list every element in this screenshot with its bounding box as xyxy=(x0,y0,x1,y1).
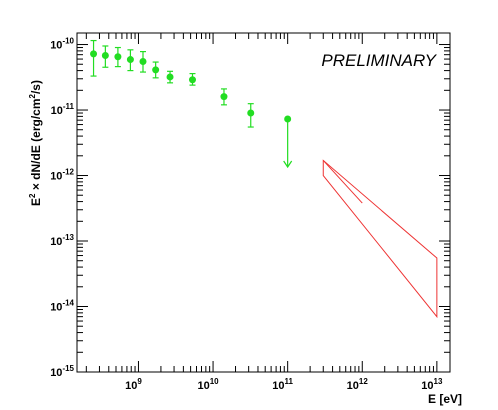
x-tick-label: 1012 xyxy=(347,377,369,392)
y-tick-label: 10-12 xyxy=(50,168,74,183)
y-tick-label: 10-13 xyxy=(50,233,74,248)
data-point xyxy=(166,70,174,84)
data-marker xyxy=(114,53,122,61)
axis-tick-labels: 109 1010 1011 1012 1013 10-10 10-11 10-12 10-13 1… xyxy=(50,37,443,392)
data-marker xyxy=(101,52,109,60)
data-marker xyxy=(126,56,134,64)
x-tick-label: 1013 xyxy=(421,377,443,392)
preliminary-annotation: PRELIMINARY xyxy=(321,51,437,70)
spectrum-bowtie xyxy=(322,159,438,319)
y-axis-label: E2 × dN/dE (erg/cm2/s) xyxy=(28,80,43,206)
upper-limit-point xyxy=(283,115,293,169)
data-point xyxy=(90,39,98,77)
x-tick-label: 1010 xyxy=(197,377,219,392)
y-axis-label-e: E xyxy=(29,198,43,206)
axis-ticks xyxy=(77,33,450,373)
x-tick-label: 109 xyxy=(125,377,142,392)
data-point xyxy=(139,50,147,73)
data-marker xyxy=(188,76,196,84)
data-marker xyxy=(152,66,160,74)
x-tick-label: 1011 xyxy=(272,377,293,392)
upper-limit-marker xyxy=(284,115,292,123)
upper-limit-arrowhead xyxy=(283,160,293,169)
data-point xyxy=(114,46,122,68)
y-axis-label-mid: × dN/dE (erg/cm xyxy=(29,98,43,193)
data-point xyxy=(188,72,196,86)
y-axis-label-end: /s) xyxy=(29,80,43,94)
data-marker xyxy=(139,58,147,66)
plot-frame xyxy=(76,32,451,373)
y-tick-label: 10-10 xyxy=(50,37,74,52)
data-marks xyxy=(90,39,438,319)
data-point xyxy=(101,45,109,68)
data-point xyxy=(247,103,255,128)
data-marker xyxy=(90,50,98,58)
y-tick-label: 10-11 xyxy=(51,102,75,117)
y-tick-label: 10-14 xyxy=(50,299,74,314)
y-tick-label: 10-15 xyxy=(50,364,74,379)
y-axis-label-sup2: 2 xyxy=(28,93,37,98)
data-point xyxy=(220,88,228,106)
data-point xyxy=(152,61,160,79)
data-marker xyxy=(247,109,255,117)
bowtie-inner-line xyxy=(322,160,363,204)
data-point xyxy=(126,49,134,72)
data-marker xyxy=(220,93,228,101)
y-axis-label-sup1: 2 xyxy=(28,193,37,198)
data-marker xyxy=(166,73,174,81)
x-axis-label: E [eV] xyxy=(428,392,462,406)
